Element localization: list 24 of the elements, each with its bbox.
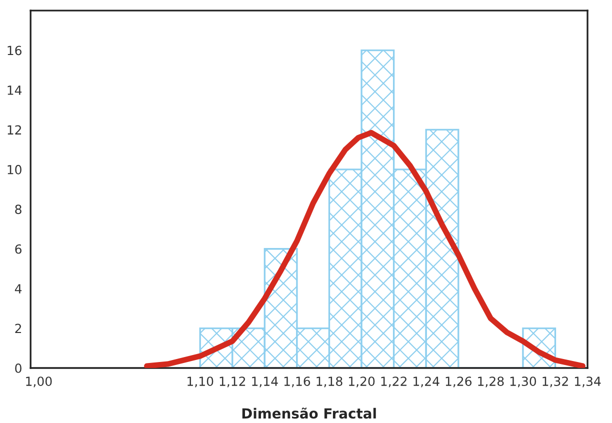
x-tick-label: 1,34 [574,376,601,388]
y-tick-label: 14 [8,86,22,95]
x-tick-label: 1,30 [510,376,536,388]
x-tick-label: 1,26 [446,376,472,388]
y-tick-label: 2 [15,324,22,334]
x-tick-label: 1,18 [316,376,342,388]
y-tick-label: 0 [15,363,22,373]
x-tick-label: 1,22 [381,376,406,388]
x-axis-title: Dimensão Fractal [242,408,376,419]
x-tick-label: 1,20 [348,376,375,388]
x-tick-label: 1,28 [478,376,504,388]
y-tick-label: 6 [15,244,22,254]
y-tick-label: 12 [8,125,22,134]
y-tick-label: 10 [8,164,22,174]
x-tick-label: 1,12 [220,376,246,388]
x-tick-label: 1,10 [188,376,214,388]
y-tick-label: 8 [15,204,22,214]
x-tick-label: 1,00 [26,376,52,388]
x-tick-label: 1,16 [284,376,310,388]
x-tick-label: 1,24 [414,376,440,388]
y-tick-label: 4 [14,284,22,294]
x-tick-label: 1,32 [542,376,568,388]
x-tick-label: 1,14 [252,376,278,388]
y-tick-label: 16 [8,46,22,56]
